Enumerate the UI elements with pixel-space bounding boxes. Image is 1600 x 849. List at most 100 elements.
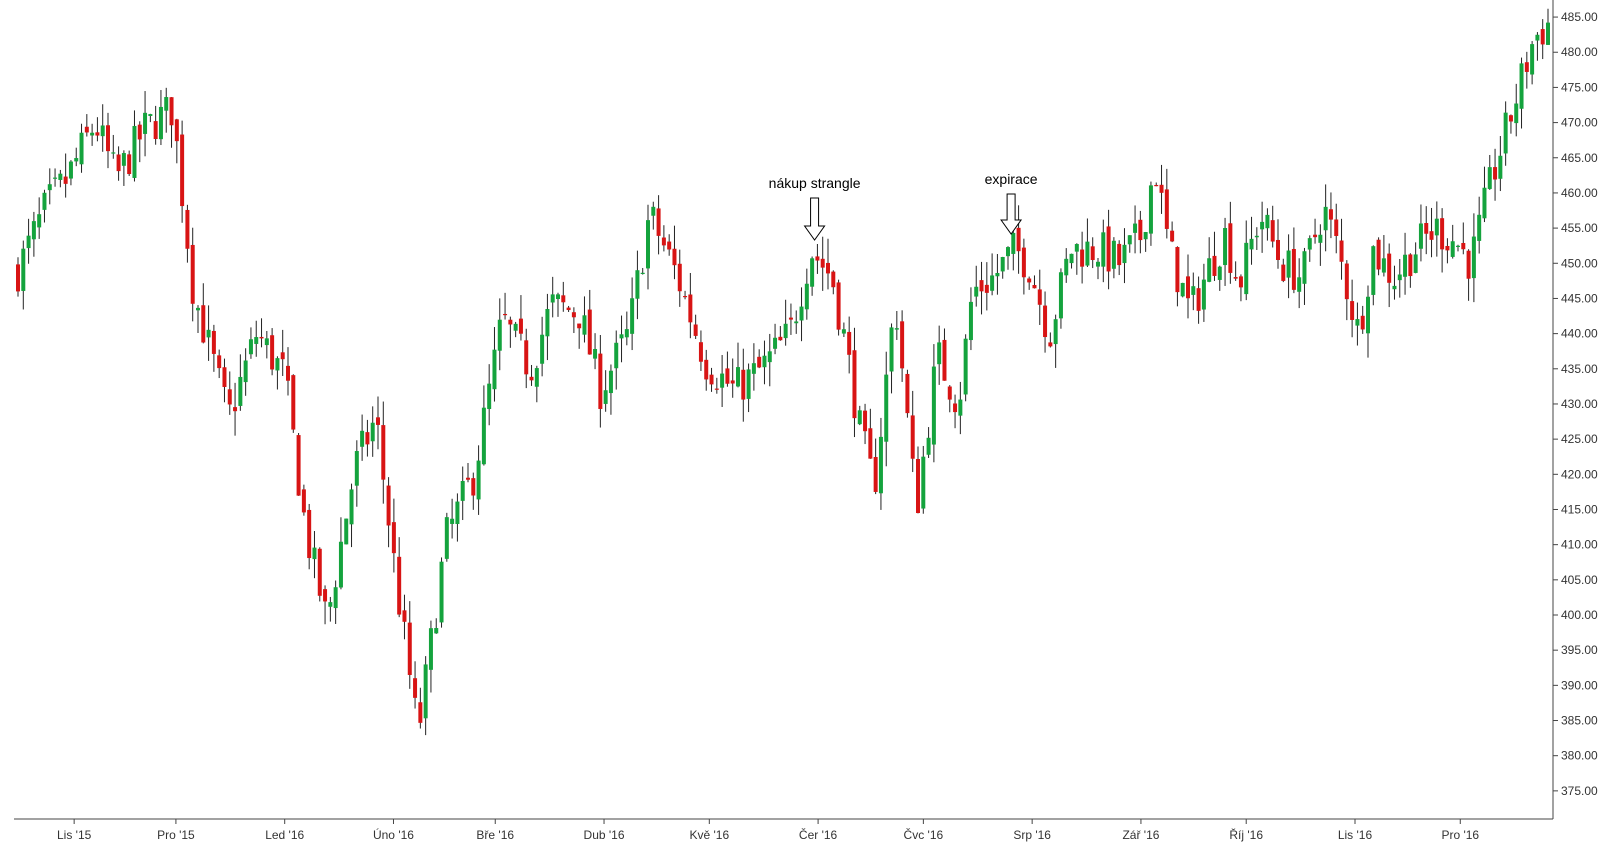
candle <box>1413 242 1418 274</box>
candle <box>444 512 449 562</box>
candle-body-up <box>1297 277 1302 292</box>
candle-body-up <box>1143 232 1148 240</box>
candle-body-down <box>137 124 142 140</box>
candle-body-up <box>275 358 280 371</box>
candle <box>566 305 571 312</box>
candle-body-up <box>31 221 36 240</box>
candle-body-down <box>741 369 746 400</box>
candle <box>1138 210 1143 254</box>
candle-body-up <box>450 518 455 524</box>
candle <box>900 310 905 382</box>
candle-body-up <box>968 301 973 341</box>
candle <box>455 493 460 542</box>
candle <box>201 283 206 344</box>
candle <box>1546 8 1550 45</box>
candle-body-up <box>608 370 613 394</box>
candle-body-down <box>127 154 132 175</box>
x-tick-label: Pro '15 <box>157 828 195 842</box>
candle-body-down <box>656 208 661 236</box>
candle-body-up <box>1477 214 1482 241</box>
candle-body-up <box>487 383 492 410</box>
candle <box>1355 302 1360 346</box>
candle <box>1207 237 1212 283</box>
candle <box>1514 83 1519 137</box>
candle <box>852 327 857 438</box>
candle-body-up <box>312 547 317 560</box>
candle-body-up <box>1318 234 1323 243</box>
candle <box>540 316 545 377</box>
candle <box>307 503 312 570</box>
candle-body-up <box>640 272 645 274</box>
candle-body-down <box>571 312 576 318</box>
candle-body-up <box>1450 241 1455 257</box>
candle-body-down <box>211 330 216 354</box>
candle-body-down <box>471 478 476 496</box>
candle <box>836 279 841 336</box>
candle <box>1111 237 1116 279</box>
y-tick-label: 385.00 <box>1561 714 1598 728</box>
candle-body-up <box>428 628 433 670</box>
candle <box>148 113 153 123</box>
candle-body-up <box>794 321 799 324</box>
candle <box>1297 258 1302 309</box>
candle <box>206 305 211 361</box>
candle-body-up <box>1074 244 1079 252</box>
candle-body-up <box>370 422 375 442</box>
candle <box>1043 291 1048 353</box>
candle <box>698 330 703 371</box>
candle <box>1021 238 1026 295</box>
candle-body-up <box>434 628 439 634</box>
candle <box>1456 244 1460 252</box>
x-tick-label: Dub '16 <box>584 828 625 842</box>
candle <box>1122 228 1127 284</box>
candle-body-down <box>307 509 312 559</box>
candle-body-up <box>1482 187 1487 219</box>
candle <box>725 351 730 387</box>
candle <box>1037 269 1042 325</box>
candle <box>1265 208 1270 241</box>
y-tick-label: 455.00 <box>1561 221 1598 235</box>
candle <box>1270 205 1275 248</box>
candle-body-down <box>1233 277 1238 279</box>
candle <box>333 580 338 624</box>
candle <box>545 293 550 361</box>
candle-body-down <box>116 154 121 172</box>
candle-body-down <box>757 356 762 368</box>
candle-body-up <box>937 342 942 365</box>
candle-body-down <box>1424 223 1429 234</box>
candle <box>1387 243 1392 308</box>
candle <box>1085 218 1090 268</box>
candle-body-down <box>979 280 984 292</box>
y-tick-label: 445.00 <box>1561 291 1598 305</box>
x-tick-label: Kvě '16 <box>689 828 729 842</box>
candle <box>376 396 380 450</box>
candle-body-down <box>1080 249 1085 267</box>
candle-body-down <box>376 417 380 425</box>
x-tick-label: Říj '16 <box>1229 827 1263 842</box>
candle <box>667 234 672 256</box>
candle-body-down <box>910 415 915 459</box>
candle <box>1148 181 1153 246</box>
down-arrow-icon <box>1000 193 1023 235</box>
candle <box>243 348 248 396</box>
candle-body-up <box>1371 246 1376 295</box>
candle <box>931 344 936 463</box>
candle <box>783 299 788 346</box>
candle <box>63 153 68 198</box>
candle-body-up <box>1064 258 1069 276</box>
candle <box>492 327 497 402</box>
candle <box>1286 234 1291 299</box>
candle <box>1360 305 1365 334</box>
candle <box>471 472 476 510</box>
candle-body-down <box>868 428 873 459</box>
candle <box>889 323 894 394</box>
candle-body-down <box>381 425 386 480</box>
candle <box>1350 279 1355 338</box>
y-tick-label: 460.00 <box>1561 186 1598 200</box>
candle <box>106 112 110 169</box>
candle <box>259 318 264 348</box>
candle-body-up <box>624 329 629 338</box>
candle <box>280 329 285 376</box>
candle <box>603 370 608 412</box>
candle <box>730 358 735 398</box>
